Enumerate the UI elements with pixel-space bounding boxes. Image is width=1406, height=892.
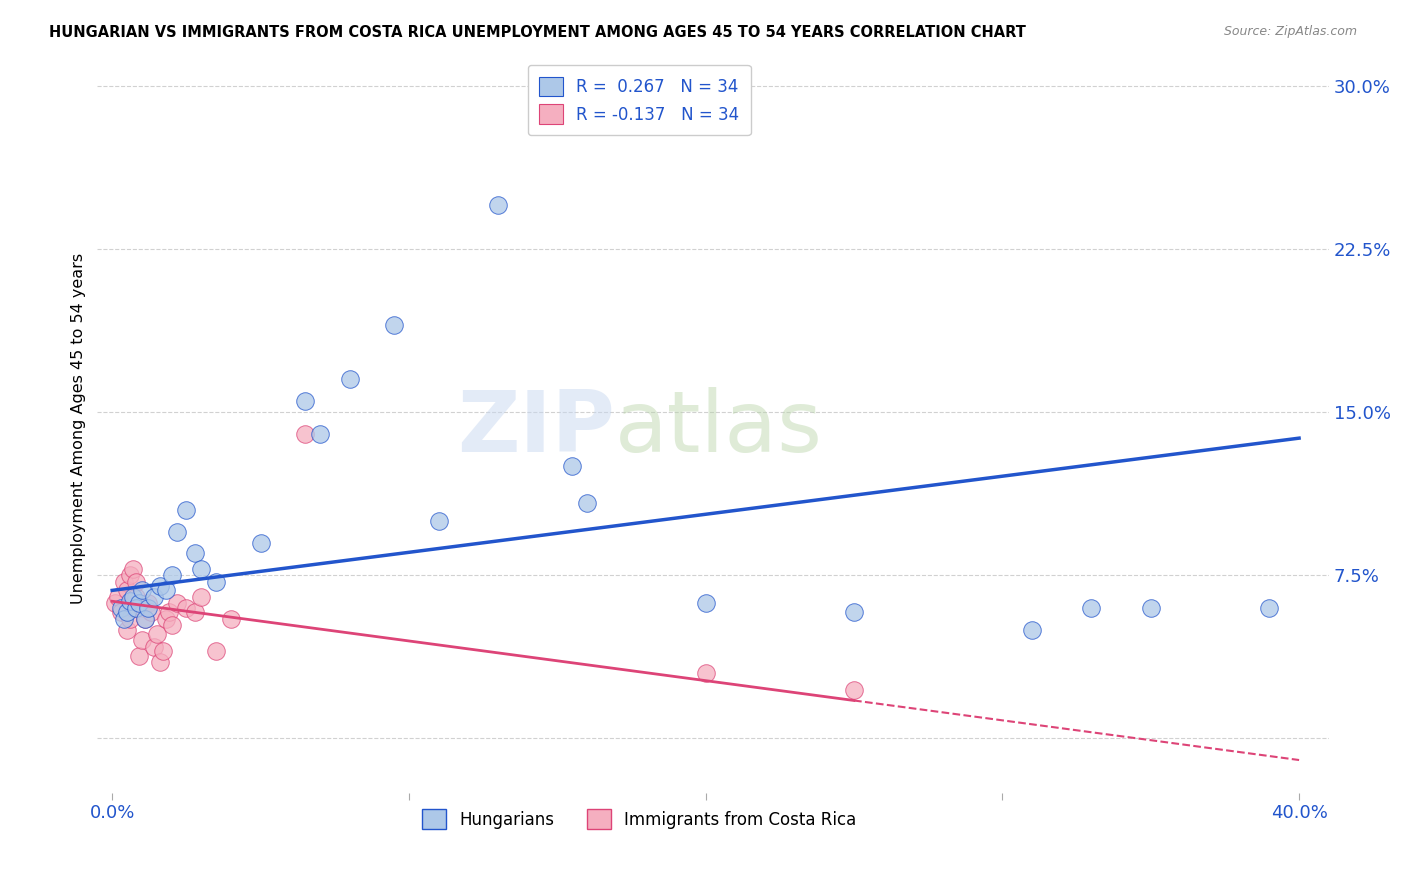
Point bbox=[131, 633, 153, 648]
Point bbox=[155, 583, 177, 598]
Point bbox=[157, 605, 180, 619]
Point bbox=[190, 590, 212, 604]
Point bbox=[205, 574, 228, 589]
Point bbox=[115, 623, 138, 637]
Y-axis label: Unemployment Among Ages 45 to 54 years: Unemployment Among Ages 45 to 54 years bbox=[72, 252, 86, 604]
Point bbox=[142, 590, 165, 604]
Point bbox=[149, 655, 172, 669]
Point bbox=[176, 503, 198, 517]
Point bbox=[166, 596, 188, 610]
Point bbox=[382, 318, 405, 332]
Point bbox=[294, 394, 316, 409]
Point bbox=[134, 612, 156, 626]
Point bbox=[128, 596, 150, 610]
Point bbox=[176, 600, 198, 615]
Point bbox=[155, 612, 177, 626]
Legend: Hungarians, Immigrants from Costa Rica: Hungarians, Immigrants from Costa Rica bbox=[416, 803, 863, 835]
Point bbox=[205, 644, 228, 658]
Point bbox=[842, 683, 865, 698]
Point bbox=[131, 583, 153, 598]
Point bbox=[122, 561, 145, 575]
Point bbox=[695, 666, 717, 681]
Point bbox=[110, 605, 132, 619]
Point bbox=[309, 426, 332, 441]
Point bbox=[1139, 600, 1161, 615]
Point bbox=[184, 546, 207, 560]
Text: atlas: atlas bbox=[614, 387, 823, 470]
Text: ZIP: ZIP bbox=[457, 387, 614, 470]
Point bbox=[219, 612, 242, 626]
Point bbox=[145, 627, 167, 641]
Point bbox=[118, 612, 141, 626]
Point bbox=[112, 574, 135, 589]
Point bbox=[149, 579, 172, 593]
Point bbox=[249, 535, 271, 549]
Point bbox=[110, 600, 132, 615]
Point bbox=[118, 568, 141, 582]
Point bbox=[427, 514, 450, 528]
Point bbox=[1021, 623, 1043, 637]
Point bbox=[190, 561, 212, 575]
Point bbox=[131, 600, 153, 615]
Point bbox=[107, 590, 129, 604]
Point bbox=[134, 612, 156, 626]
Point bbox=[136, 600, 159, 615]
Point bbox=[1258, 600, 1281, 615]
Point bbox=[486, 198, 509, 212]
Point bbox=[561, 459, 583, 474]
Point bbox=[125, 590, 148, 604]
Point bbox=[575, 496, 598, 510]
Point bbox=[115, 605, 138, 619]
Point bbox=[1080, 600, 1102, 615]
Point bbox=[142, 640, 165, 654]
Point bbox=[125, 600, 148, 615]
Point bbox=[166, 524, 188, 539]
Point bbox=[125, 574, 148, 589]
Point bbox=[842, 605, 865, 619]
Point bbox=[294, 426, 316, 441]
Point bbox=[139, 605, 162, 619]
Point bbox=[112, 612, 135, 626]
Point bbox=[695, 596, 717, 610]
Point bbox=[128, 648, 150, 663]
Text: HUNGARIAN VS IMMIGRANTS FROM COSTA RICA UNEMPLOYMENT AMONG AGES 45 TO 54 YEARS C: HUNGARIAN VS IMMIGRANTS FROM COSTA RICA … bbox=[49, 25, 1026, 40]
Point bbox=[104, 596, 127, 610]
Point bbox=[115, 583, 138, 598]
Point bbox=[118, 594, 141, 608]
Point bbox=[136, 596, 159, 610]
Point bbox=[122, 590, 145, 604]
Point bbox=[339, 372, 361, 386]
Text: Source: ZipAtlas.com: Source: ZipAtlas.com bbox=[1223, 25, 1357, 38]
Point bbox=[160, 618, 183, 632]
Point bbox=[184, 605, 207, 619]
Point bbox=[122, 600, 145, 615]
Point bbox=[160, 568, 183, 582]
Point bbox=[152, 644, 174, 658]
